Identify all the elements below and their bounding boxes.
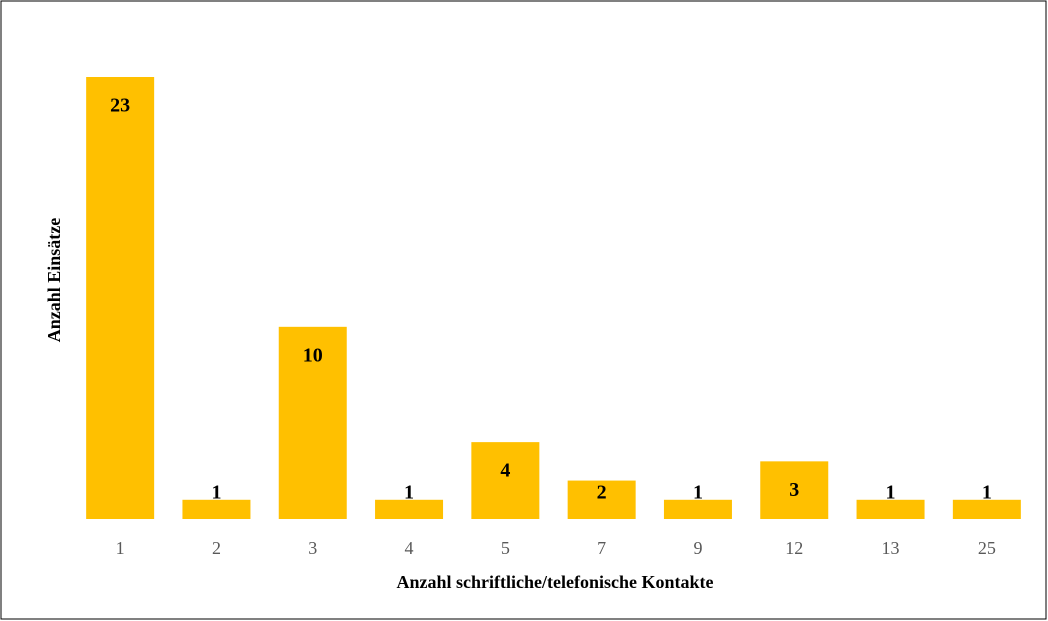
value-label: 1 — [404, 482, 414, 504]
x-tick-label: 9 — [693, 538, 702, 558]
value-label: 1 — [693, 482, 703, 504]
value-label: 4 — [500, 460, 510, 482]
y-axis-title: Anzahl Einsätze — [44, 218, 64, 343]
x-tick-label: 1 — [116, 538, 125, 558]
value-label: 10 — [303, 344, 323, 366]
bar — [760, 461, 829, 519]
x-axis-title: Anzahl schriftliche/telefonische Kontakt… — [397, 572, 714, 592]
bar — [952, 499, 1021, 519]
bar — [278, 326, 347, 519]
x-tick-label: 5 — [501, 538, 510, 558]
x-tick-label: 2 — [212, 538, 221, 558]
x-tick-label: 12 — [785, 538, 803, 558]
bar — [567, 480, 636, 519]
value-label: 1 — [982, 482, 992, 504]
x-tick-label: 4 — [405, 538, 414, 558]
bar — [182, 499, 251, 519]
bar — [663, 499, 732, 519]
value-label: 3 — [789, 479, 799, 501]
bar — [375, 499, 444, 519]
bar — [856, 499, 925, 519]
x-tick-label: 25 — [978, 538, 996, 558]
value-label: 23 — [110, 95, 130, 117]
value-label: 2 — [597, 482, 607, 504]
bar — [86, 77, 155, 519]
x-tick-label: 7 — [597, 538, 606, 558]
value-label: 1 — [886, 482, 896, 504]
x-tick-label: 3 — [308, 538, 317, 558]
bar — [471, 442, 540, 519]
value-label: 1 — [211, 482, 221, 504]
x-tick-label: 13 — [882, 538, 900, 558]
